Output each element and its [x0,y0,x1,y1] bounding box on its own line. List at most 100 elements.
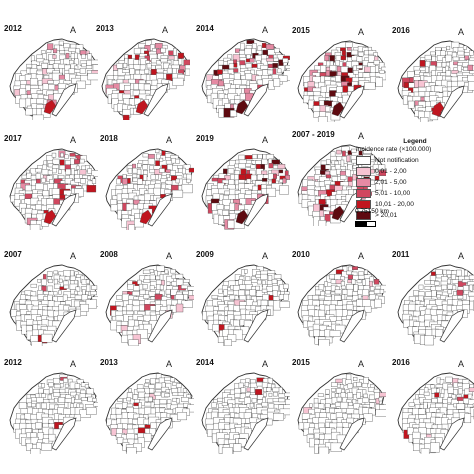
year-label: 2013 [100,358,118,367]
municipality [325,174,332,179]
municipality [143,433,152,442]
municipality [352,65,358,71]
municipality [142,153,149,158]
municipality [250,382,258,389]
municipality [35,168,42,173]
municipality [285,174,290,180]
municipality [278,387,283,395]
municipality [30,448,41,454]
municipality [250,387,255,393]
municipality [183,294,188,301]
municipality [227,334,237,342]
municipality [345,169,351,177]
municipality [36,402,41,410]
municipality [351,148,357,153]
municipality [240,387,246,393]
municipality [326,159,331,165]
municipality [116,295,123,300]
municipality [285,65,290,69]
municipality [35,422,43,430]
municipality [353,377,358,381]
municipality [49,179,54,185]
lagoon [243,417,269,451]
municipality [368,50,377,55]
municipality [271,279,278,284]
municipality [335,378,343,383]
north-arrow-icon: A [70,251,77,261]
municipality [431,398,438,403]
state-map [105,372,194,454]
municipality [335,60,340,66]
municipality [331,205,345,221]
municipality [47,170,53,175]
municipality [58,397,66,403]
municipality [160,178,168,183]
municipality [345,42,353,48]
map-panel-bottom-2007: 2007 A [4,250,98,346]
municipality [14,199,21,207]
municipality [64,154,69,160]
municipality [216,69,223,75]
municipality [172,77,184,86]
map-panel-top-2019: 2019 A [196,134,290,230]
municipality [457,65,462,72]
municipality [81,294,89,301]
municipality [32,114,44,120]
municipality [181,397,190,402]
municipality [445,376,453,383]
municipality [175,303,184,313]
municipality [128,224,135,230]
municipality [462,279,471,283]
municipality [171,157,177,164]
municipality [379,289,385,294]
municipality [464,413,472,424]
municipality [277,164,286,169]
municipality [133,285,140,291]
legend-label: 10,01 - 20,00 [375,201,414,208]
municipality [47,394,52,400]
municipality [255,274,262,278]
municipality [176,279,184,286]
municipality [362,289,369,297]
municipality [150,174,156,180]
municipality [424,335,434,346]
municipality [150,401,155,409]
municipality [53,291,58,296]
municipality [70,391,77,397]
municipality [346,288,354,296]
municipality [462,45,467,50]
north-arrow-icon: A [70,25,77,35]
municipality [318,284,325,291]
municipality [218,60,224,66]
municipality [175,294,184,300]
municipality [218,288,223,294]
municipality [85,299,97,309]
municipality [262,397,266,403]
municipality [92,398,97,402]
legend-items: Not notification 0,01 - 2,00 2,01 - 5,00 5,… [356,155,474,221]
municipality [164,269,169,274]
municipality [261,158,268,165]
municipality [147,158,155,165]
municipality [48,433,56,442]
north-arrow-icon: A [458,27,465,37]
north-arrow-icon: A [166,359,173,369]
municipality [283,283,289,289]
municipality [331,388,336,392]
legend-label: 2,01 - 5,00 [375,179,407,186]
municipality [159,168,165,173]
municipality [420,448,430,454]
municipality [249,58,255,63]
municipality [274,47,280,53]
municipality [166,281,171,286]
municipality [255,160,262,165]
municipality [419,67,426,72]
municipality [379,69,385,74]
municipality [282,58,289,63]
municipality [10,309,18,317]
municipality [363,305,372,313]
state-map [201,264,290,346]
municipality [51,152,57,158]
municipality [122,293,130,301]
municipality [165,289,171,295]
